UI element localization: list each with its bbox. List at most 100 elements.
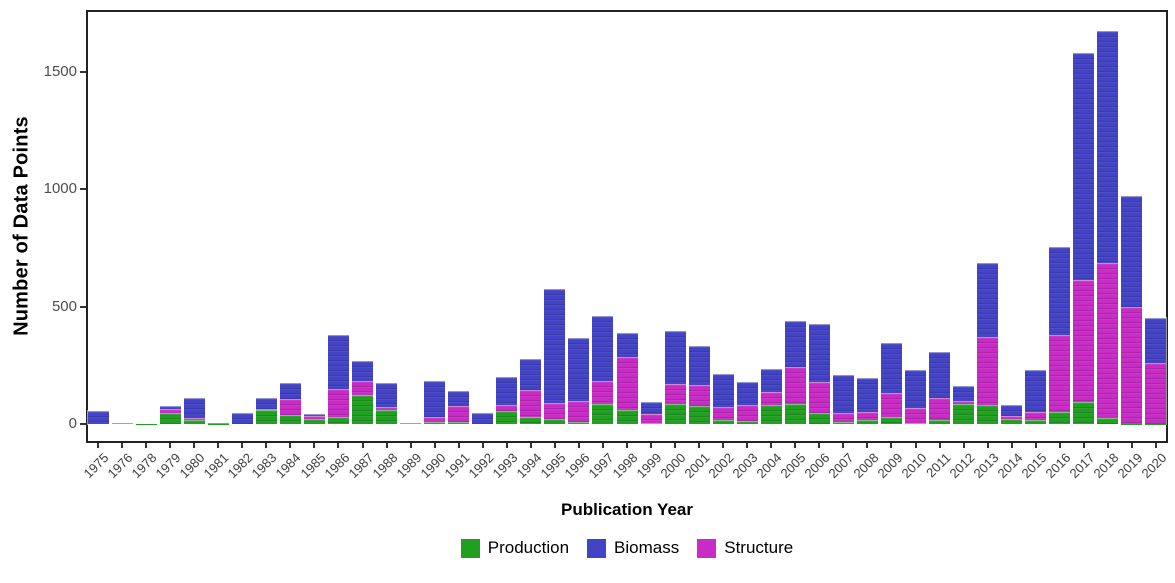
bar-1999-biomass-segment xyxy=(640,401,662,414)
x-label-2011: 2011 xyxy=(922,450,954,481)
bar-2003 xyxy=(736,381,758,424)
x-tick-2010 xyxy=(914,443,917,448)
bar-1985-structure-segment xyxy=(303,416,325,420)
bar-1979-structure-segment xyxy=(159,409,181,414)
bar-2015 xyxy=(1025,370,1047,424)
bar-1996-structure-segment xyxy=(568,401,590,423)
bar-1990-biomass-segment xyxy=(424,380,446,418)
bar-2007-production-segment xyxy=(832,422,854,424)
bar-2004 xyxy=(760,368,782,424)
bar-2012-production-segment xyxy=(953,404,975,424)
bar-1983-structure-segment xyxy=(255,408,277,411)
bar-2002-production-segment xyxy=(712,420,734,424)
x-label-1985: 1985 xyxy=(296,450,329,482)
bar-2001 xyxy=(688,345,710,424)
bar-2015-biomass-segment xyxy=(1025,370,1047,413)
bar-2016-biomass-segment xyxy=(1049,246,1071,335)
x-tick-1980 xyxy=(193,443,196,448)
x-label-2015: 2015 xyxy=(1018,450,1050,482)
bar-2019 xyxy=(1121,196,1143,424)
bar-1982-biomass-segment xyxy=(231,413,253,424)
x-label-1997: 1997 xyxy=(585,450,617,482)
x-tick-1988 xyxy=(385,443,388,448)
x-tick-2001 xyxy=(698,443,701,448)
bar-2015-structure-segment xyxy=(1025,412,1047,420)
bar-1980-biomass-segment xyxy=(183,398,205,419)
x-label-1987: 1987 xyxy=(345,450,377,482)
bar-2005 xyxy=(784,320,806,424)
bar-2014-structure-segment xyxy=(1001,415,1023,420)
bar-1988-structure-segment xyxy=(376,407,398,410)
x-tick-1997 xyxy=(601,443,604,448)
legend-label-structure: Structure xyxy=(724,538,794,557)
bar-1975 xyxy=(87,411,109,424)
bar-1984 xyxy=(279,383,301,424)
x-label-2007: 2007 xyxy=(825,450,858,482)
bar-1976 xyxy=(111,423,133,424)
legend-swatch-biomass xyxy=(587,538,607,558)
x-label-1995: 1995 xyxy=(537,450,569,482)
x-tick-1975 xyxy=(97,443,100,448)
x-tick-1982 xyxy=(241,443,244,448)
x-label-2009: 2009 xyxy=(874,450,906,482)
bar-2005-biomass-segment xyxy=(784,320,806,367)
x-tick-1985 xyxy=(313,443,316,448)
x-tick-1986 xyxy=(337,443,340,448)
bar-2003-biomass-segment xyxy=(736,381,758,405)
bar-1997-structure-segment xyxy=(592,380,614,405)
bar-1994 xyxy=(520,359,542,424)
bar-1989-production-segment xyxy=(400,423,422,424)
x-tick-1990 xyxy=(433,443,436,448)
bar-2009-structure-segment xyxy=(880,392,902,418)
bar-2012-structure-segment xyxy=(953,400,975,405)
bar-2016-production-segment xyxy=(1049,412,1071,424)
bar-1991 xyxy=(448,391,470,424)
x-label-2010: 2010 xyxy=(898,450,930,482)
y-tick-label-500: 500 xyxy=(51,297,77,315)
bar-2006 xyxy=(808,324,830,424)
bar-2000-production-segment xyxy=(664,404,686,424)
bar-1976-production-segment xyxy=(111,423,133,424)
x-label-1980: 1980 xyxy=(176,450,208,482)
bar-2005-structure-segment xyxy=(784,366,806,405)
plot-panel xyxy=(86,10,1168,443)
bar-2014-production-segment xyxy=(1001,419,1023,424)
x-label-2012: 2012 xyxy=(946,450,978,482)
bar-1990 xyxy=(424,380,446,424)
bar-2016-structure-segment xyxy=(1049,334,1071,413)
bar-2017-biomass-segment xyxy=(1073,53,1095,280)
bar-2006-production-segment xyxy=(808,413,830,424)
bar-1988 xyxy=(376,382,398,424)
bar-1986 xyxy=(327,334,349,424)
bar-1983-biomass-segment xyxy=(255,397,277,409)
bar-1975-biomass-segment xyxy=(87,411,109,424)
bar-1984-structure-segment xyxy=(279,398,301,416)
x-label-2000: 2000 xyxy=(657,450,689,482)
bar-1984-production-segment xyxy=(279,415,301,424)
bar-1987-structure-segment xyxy=(352,381,373,395)
bar-2013-biomass-segment xyxy=(977,263,999,338)
x-tick-2019 xyxy=(1130,443,1133,448)
bar-1996-biomass-segment xyxy=(568,337,590,402)
x-tick-2011 xyxy=(938,443,941,448)
x-tick-1978 xyxy=(145,443,148,448)
bar-1996 xyxy=(568,337,590,424)
x-tick-1981 xyxy=(217,443,220,448)
x-label-2006: 2006 xyxy=(801,450,833,482)
bar-2002-structure-segment xyxy=(712,407,734,421)
x-label-2020: 2020 xyxy=(1138,450,1170,482)
x-tick-1984 xyxy=(289,443,292,448)
x-label-1993: 1993 xyxy=(489,450,521,482)
bar-2001-structure-segment xyxy=(688,385,710,407)
x-label-1976: 1976 xyxy=(104,450,136,482)
bar-2012-biomass-segment xyxy=(953,386,975,401)
x-label-1999: 1999 xyxy=(633,450,665,482)
x-tick-2009 xyxy=(890,443,893,448)
x-tick-2014 xyxy=(1010,443,1013,448)
legend-entry-structure: Structure xyxy=(697,538,793,558)
x-label-2016: 2016 xyxy=(1042,450,1074,482)
legend-swatch-production xyxy=(460,538,480,558)
bar-2011-biomass-segment xyxy=(929,351,951,399)
x-tick-1995 xyxy=(553,443,556,448)
bar-2006-biomass-segment xyxy=(808,324,830,382)
